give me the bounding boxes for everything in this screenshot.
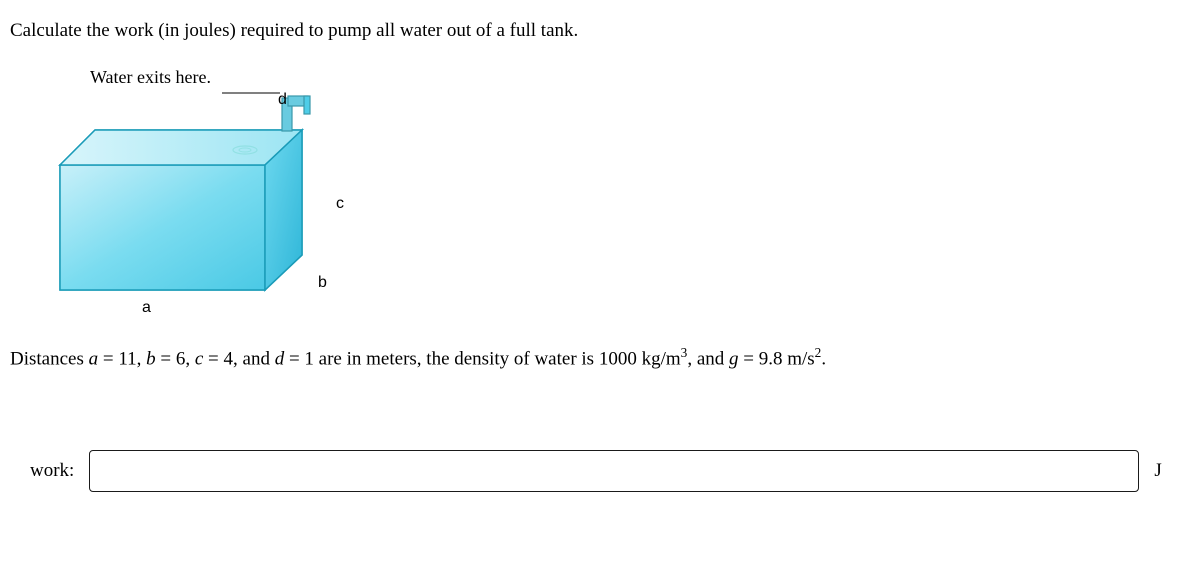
answer-row: work: J	[10, 450, 1190, 492]
work-label: work:	[30, 460, 74, 482]
exit-label: Water exits here.	[90, 67, 1190, 88]
label-d: d	[278, 91, 287, 108]
distances-text: Distances a = 11, b = 6, c = 4, and d = …	[10, 345, 1190, 370]
diagram-area: Water exits here.	[10, 67, 1190, 325]
work-input[interactable]	[89, 450, 1139, 492]
label-c: c	[336, 195, 344, 212]
unit-label: J	[1154, 460, 1161, 482]
tank-diagram: d c b a	[50, 90, 360, 320]
label-b: b	[318, 274, 327, 291]
question-text: Calculate the work (in joules) required …	[10, 20, 1190, 42]
label-a: a	[142, 299, 151, 316]
